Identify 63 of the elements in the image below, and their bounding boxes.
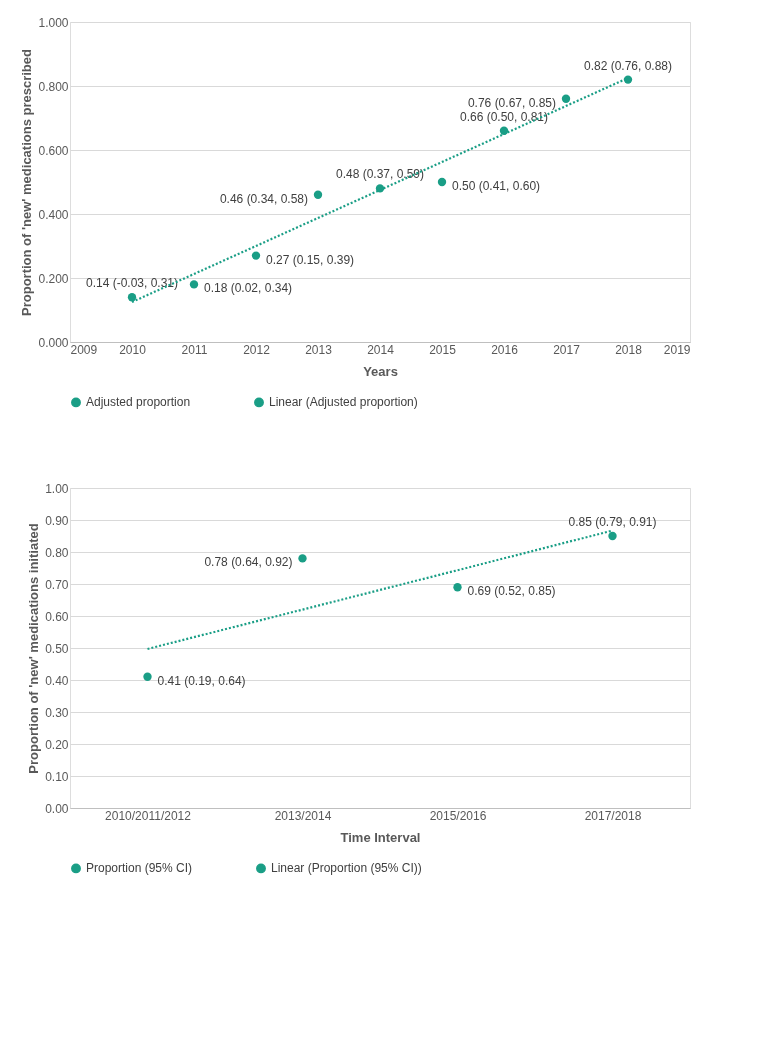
y-tick-label: 0.90 bbox=[45, 513, 69, 528]
x-tick-label: 2013/2014 bbox=[274, 808, 332, 823]
x-tick-label: 2010/2011/2012 bbox=[105, 808, 192, 823]
point bbox=[453, 583, 462, 592]
x-tick-label: 2013 bbox=[305, 342, 333, 357]
y-tick-label: 0.70 bbox=[45, 577, 69, 592]
point bbox=[298, 554, 307, 563]
x-tick-label: 2016 bbox=[491, 342, 519, 357]
point bbox=[127, 293, 137, 302]
point bbox=[251, 251, 261, 260]
x-tick-label: 2009 bbox=[70, 342, 98, 357]
point bbox=[313, 190, 323, 199]
data-label: 0.41 (0.19, 0.64) bbox=[157, 673, 246, 688]
legend-label: Proportion (95% CI) bbox=[86, 861, 193, 876]
data-label: 0.78 (0.64, 0.92) bbox=[204, 555, 293, 570]
point bbox=[189, 280, 199, 289]
data-label: 0.66 (0.50, 0.81) bbox=[459, 109, 549, 124]
x-tick-label: 2017/2018 bbox=[584, 808, 642, 823]
data-label: 0.27 (0.15, 0.39) bbox=[266, 252, 355, 267]
point bbox=[143, 672, 152, 681]
point bbox=[608, 531, 617, 541]
y-tick-label: 0.20 bbox=[45, 737, 69, 752]
x-tick-label: 2018 bbox=[615, 342, 643, 357]
data-label: 0.50 (0.41, 0.60) bbox=[452, 179, 541, 193]
x-tick-label: 2014 bbox=[367, 342, 395, 357]
legend-label: Adjusted proportion bbox=[86, 395, 191, 410]
x-tick-label: 2019 bbox=[663, 342, 691, 357]
x-axis-title: Years bbox=[363, 363, 398, 379]
data-label: 0.18 (0.02, 0.34) bbox=[204, 281, 293, 296]
y-tick-label: 0.40 bbox=[45, 673, 69, 688]
data-label: 0.69 (0.52, 0.85) bbox=[467, 584, 556, 599]
legend-label: Linear (Adjusted proportion) bbox=[269, 395, 418, 410]
y-tick-label: 1.00 bbox=[45, 481, 69, 496]
data-label: 0.14 (-0.03, 0.31) bbox=[85, 276, 179, 291]
x-tick-label: 2011 bbox=[181, 342, 208, 357]
y-tick-label: 0.50 bbox=[45, 641, 69, 656]
point bbox=[561, 94, 571, 103]
y-tick-label: 0.000 bbox=[38, 335, 69, 350]
point bbox=[437, 177, 447, 187]
x-tick-label: 2015 bbox=[429, 342, 457, 357]
y-tick-label: 0.800 bbox=[38, 79, 69, 94]
y-tick-label: 0.200 bbox=[38, 271, 69, 286]
y-axis-title: Proportion of 'new' medications initiated bbox=[26, 523, 42, 774]
x-tick-label: 2012 bbox=[243, 342, 271, 357]
data-label: 0.76 (0.67, 0.85) bbox=[467, 95, 556, 110]
y-tick-label: 0.80 bbox=[45, 545, 69, 560]
y-tick-label: 0.60 bbox=[45, 609, 69, 624]
data-label: 0.82 (0.76, 0.88) bbox=[583, 58, 673, 73]
data-label: 0.85 (0.79, 0.91) bbox=[568, 515, 657, 529]
x-tick-label: 2017 bbox=[553, 342, 581, 357]
y-tick-label: 0.400 bbox=[38, 207, 69, 222]
y-tick-label: 1.000 bbox=[38, 15, 69, 30]
y-tick-label: 0.10 bbox=[45, 769, 69, 784]
point bbox=[623, 75, 633, 84]
x-tick-label: 2010 bbox=[119, 342, 147, 357]
y-tick-label: 0.00 bbox=[45, 801, 69, 816]
data-label: 0.46 (0.34, 0.58) bbox=[219, 191, 308, 206]
x-tick-label: 2015/2016 bbox=[429, 808, 487, 823]
y-tick-label: 0.600 bbox=[38, 143, 69, 158]
y-tick-label: 0.30 bbox=[45, 705, 69, 720]
legend-label: Linear (Proportion (95% CI)) bbox=[271, 861, 422, 876]
x-axis-title: Time Interval bbox=[340, 829, 421, 845]
y-axis-title: Proportion of 'new' medications prescribed bbox=[19, 48, 35, 316]
